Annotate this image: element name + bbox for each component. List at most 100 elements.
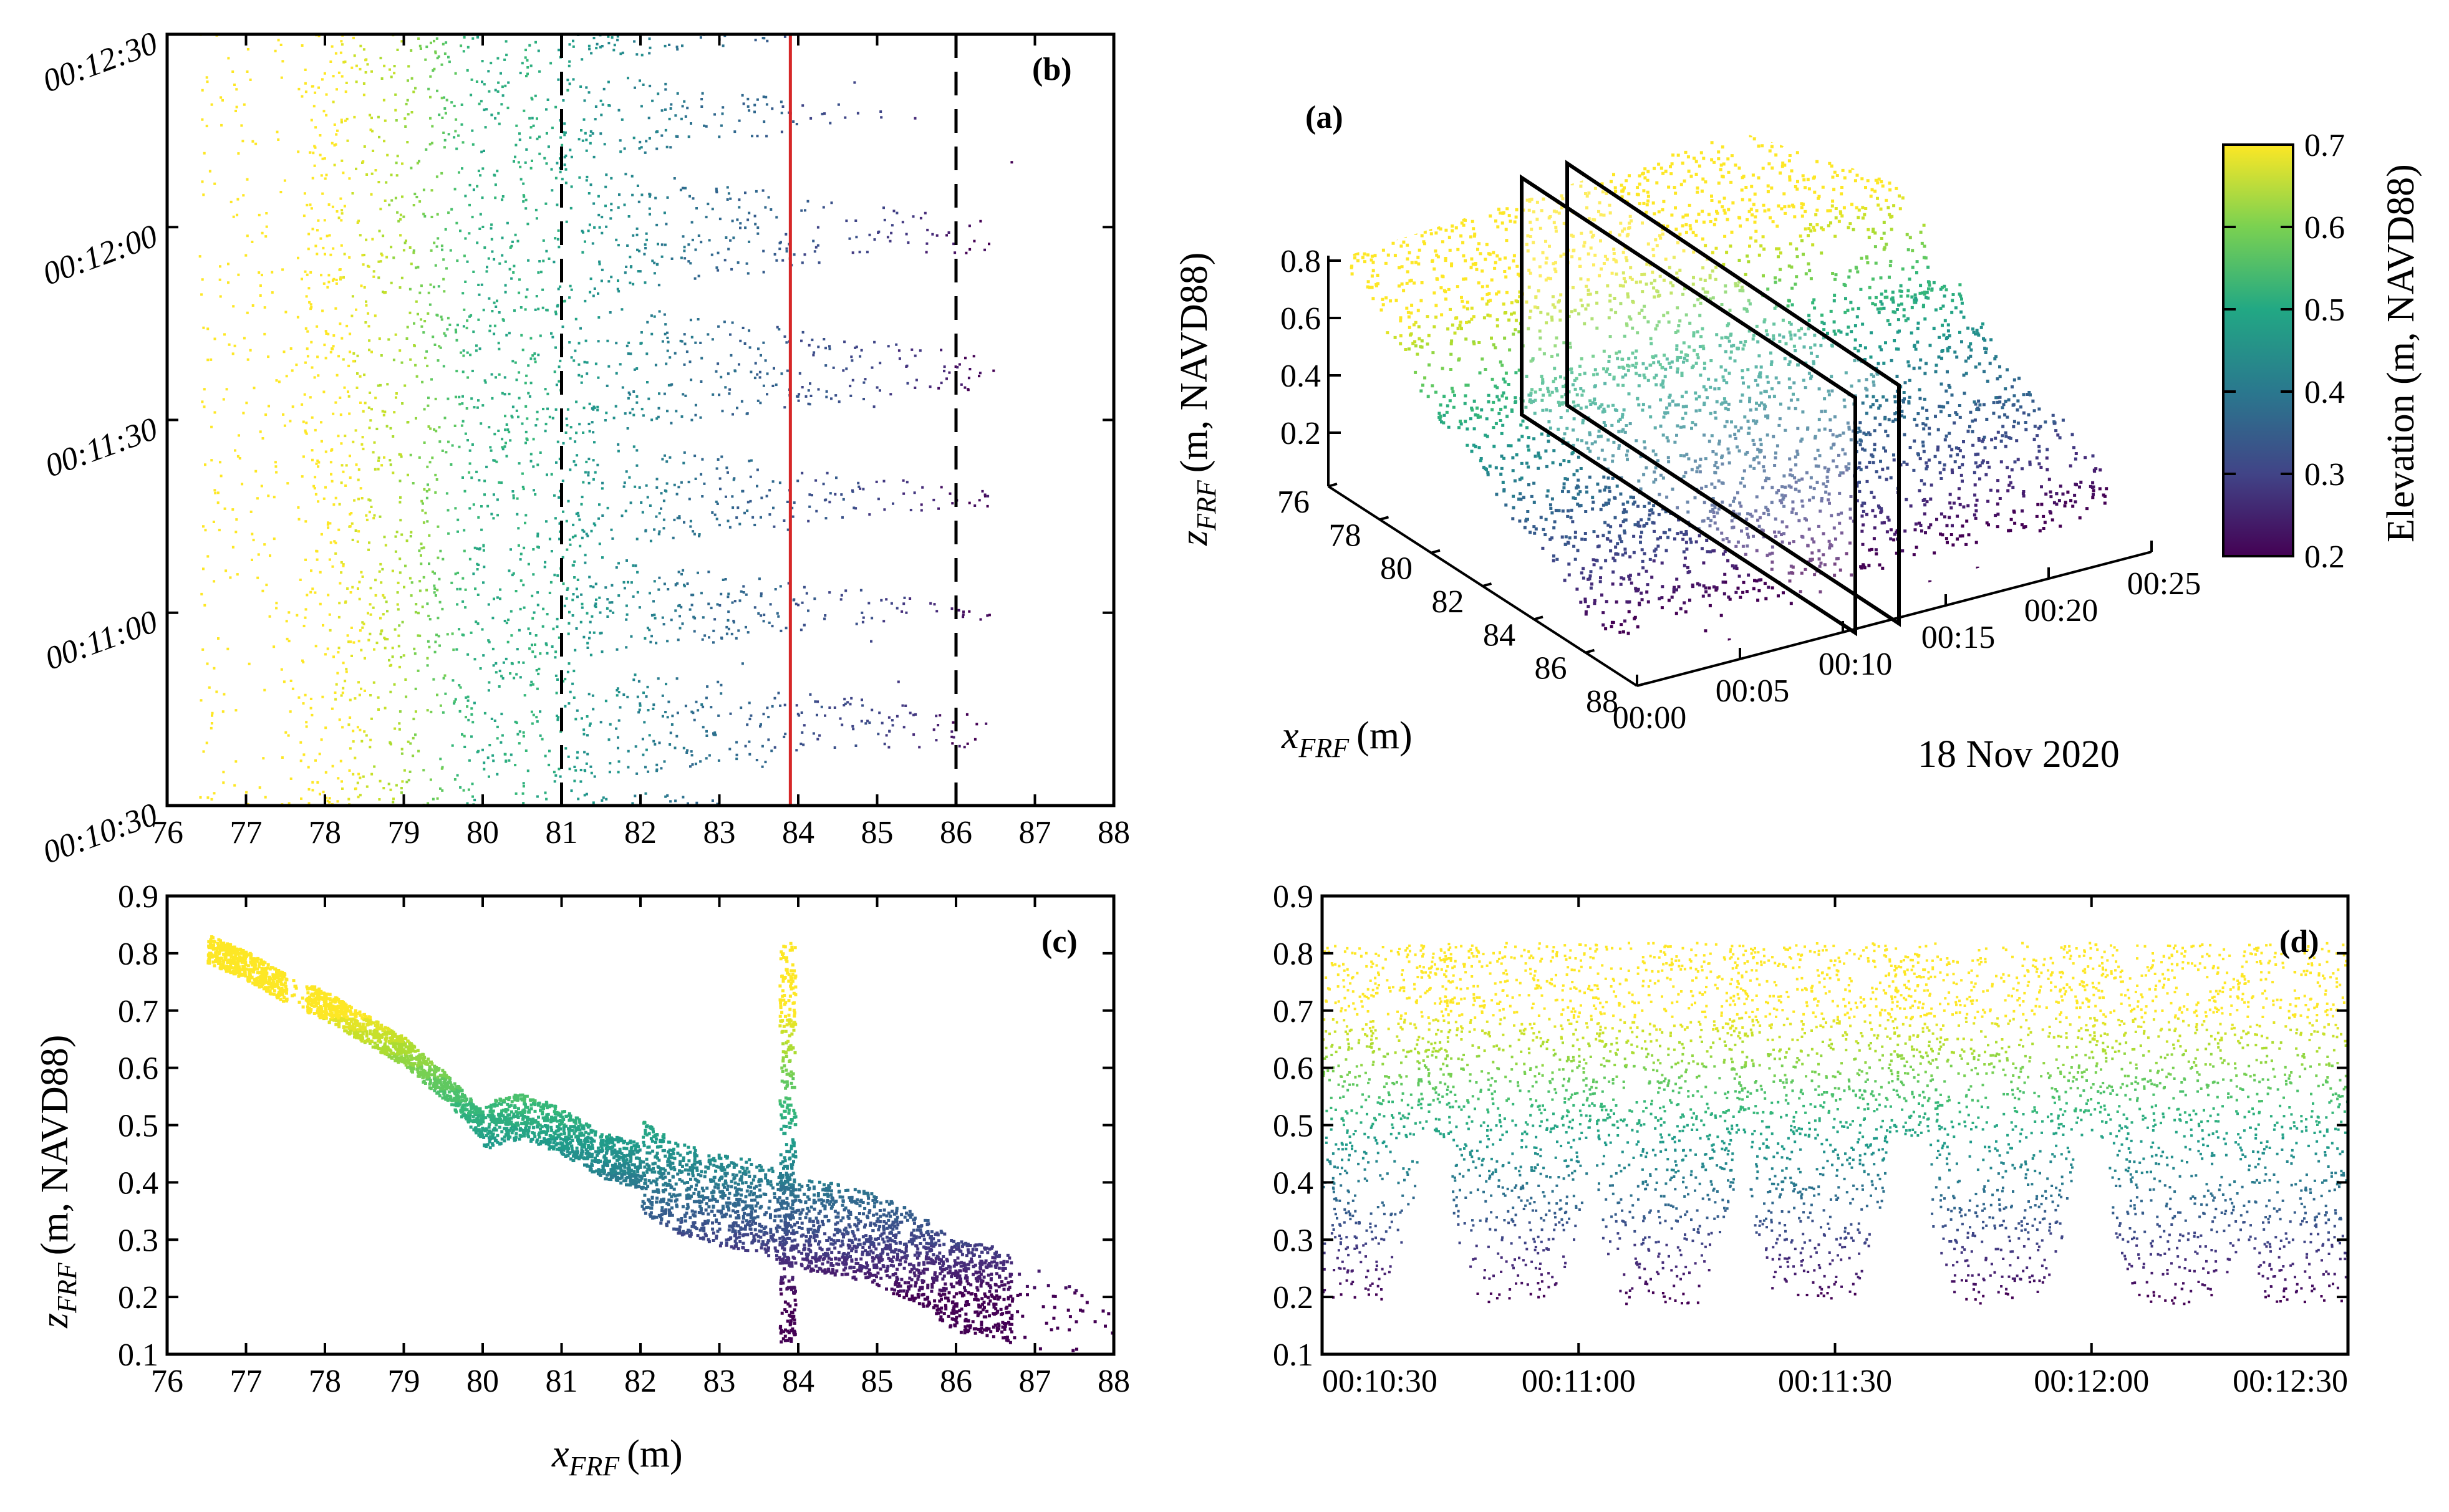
panel-b-point-bin-17 [437,41,471,792]
panel-c-point-bin-13 [482,1135,796,1151]
panel-c-point-bin-3 [775,1255,1013,1271]
panel-c-x-tick-label: 76 [151,1364,183,1399]
panel-a-z-ticks: 0.2 0.4 0.6 0.8 [1280,244,1341,451]
panel-c-points [206,935,1114,1354]
panel-c-x-tick-label: 79 [388,1364,420,1399]
panel-c-point-bin-17 [433,1088,791,1104]
panel-c-point-bin-16 [450,1100,797,1115]
panel-d-point-bin-18 [1328,1076,2347,1091]
colorbar-tick-label: 0.2 [2304,539,2345,575]
panel-d-point-bin-17 [1330,1088,2348,1103]
panel-b-y-tick-label: 00:11:00 [41,604,162,677]
panel-d-y-tick-label: 0.1 [1273,1337,1313,1373]
panel-c-y-ticks: 0.1 0.2 0.3 0.4 0.5 0.6 0.7 0.8 0.9 [118,879,1114,1373]
panel-b-x-tick-label: 82 [624,815,657,850]
panel-a-x-tick-label: 80 [1380,551,1413,587]
panel-d-y-tick-label: 0.6 [1273,1051,1313,1087]
panel-c-x-tick-label: 81 [546,1364,578,1399]
panel-c-y-tick-label: 0.4 [118,1165,158,1201]
panel-a-x-tick-mark [1636,682,1646,687]
panel-c-x-tick-label: 80 [466,1364,499,1399]
panel-a-x-tick-mark [1585,648,1595,654]
panel-b-x-tick-label: 88 [1098,815,1130,850]
panel-c-y-tick-label: 0.6 [118,1051,158,1087]
panel-b-point-bin-6 [773,34,880,752]
panel-d-x-ticks: 00:10:30 00:11:00 00:11:30 00:12:00 00:12:30 [1321,896,2349,1399]
panel-a-time-ticks: 00:00 00:05 00:10 00:15 00:20 00:25 [1613,541,2201,736]
panel-c-point-bin-18 [421,1076,796,1091]
panel-c-x-tick-label: 78 [309,1364,341,1399]
panel-c-x-tick-label: 77 [230,1364,263,1399]
panel-a-x-tick-mark [1534,615,1543,621]
panel-a-z-tick-label: 0.2 [1280,416,1321,451]
panel-a-point-bin-6 [1548,411,2065,561]
colorbar-tick-label: 0.7 [2304,128,2345,163]
panel-a-x-tick-mark [1431,549,1441,554]
panel-a-time-tick-label: 00:20 [2024,593,2098,628]
panel-a-point-bin-7 [1511,385,2056,546]
panel-a-x-tick-mark [1379,516,1389,521]
panel-c: 76 77 78 79 80 81 82 83 84 85 86 87 88 0.10.20.30.40… [34,879,1130,1481]
colorbar-label: Elevation (m, NAVD88) [2380,164,2422,542]
panel-d-point-bin-16 [1325,1100,2348,1115]
panel-d-point-bin-6 [1331,1220,2336,1234]
panel-d-point-bin-12 [1326,1148,2344,1162]
panel-a-point-bin-19 [1414,241,1926,380]
panel-c-point-bin-6 [659,1220,944,1235]
panel-d-point-bin-11 [1328,1160,2348,1175]
panel-c-x-tick-label: 82 [624,1364,657,1399]
panel-a-label: (a) [1305,100,1343,135]
panel-b-point-bin-21 [369,34,418,804]
colorbar-tick-label: 0.4 [2304,375,2345,410]
colorbar [2222,143,2294,557]
panel-d-y-tick-label: 0.8 [1273,937,1313,972]
colorbar-tick-label: 0.6 [2304,210,2345,246]
panel-c-y-tick-label: 0.5 [118,1109,158,1144]
panel-d-y-tick-label: 0.7 [1273,994,1313,1029]
panel-a-time-tick-label: 00:25 [2127,566,2201,602]
panel-b-y-tick-label: 00:12:30 [38,26,162,100]
panel-d-point-bin-22 [1322,1028,2347,1043]
panel-d-point-bin-20 [1323,1052,2339,1067]
panel-c-x-tick-label: 86 [940,1364,972,1399]
panel-d-point-bin-5 [1323,1231,2348,1246]
panel-b-x-tick-label: 84 [782,815,814,850]
panel-a-time-label: 18 Nov 2020 [1918,733,2120,776]
panel-c-y-tick-label: 0.7 [118,994,158,1029]
panel-b-label: (b) [1032,52,1072,87]
panel-a-x-ticks: 76 78 80 82 84 86 88 [1277,483,1646,720]
panel-d-label: (d) [2279,924,2319,960]
panel-a-x-tick-mark [1328,483,1338,488]
panel-a-z-axis-label: zFRF(m, NAVD88) [1173,253,1222,546]
panel-a-x-tick-label: 76 [1277,484,1310,520]
panel-d-y-ticks: 0.1 0.2 0.3 0.4 0.5 0.6 0.7 0.8 0.9 [1273,879,2348,1373]
panel-b-x-tick-label: 80 [466,815,499,850]
panel-d-point-bin-10 [1324,1172,2348,1187]
panel-c-point-bin-10 [596,1172,840,1187]
panel-c-x-ticks: 76 77 78 79 80 81 82 83 84 85 86 87 88 [151,896,1130,1399]
panel-a-time-tick-label: 00:00 [1613,700,1686,736]
panel-b-y-tick-label: 00:12:00 [38,218,162,292]
panel-c-x-tick-label: 85 [861,1364,894,1399]
panel-b-x-ticks: 76 77 78 79 80 81 82 83 84 85 86 87 88 [151,34,1130,850]
panel-c-x-tick-label: 83 [703,1364,736,1399]
panel-a-x-axis-label: xFRF (m) [1281,715,1413,763]
panel-d-y-tick-label: 0.5 [1273,1109,1313,1144]
panel-c-y-tick-label: 0.1 [118,1337,158,1373]
panel-c-point-bin-5 [677,1231,982,1246]
panel-a-z-tick-label: 0.8 [1280,244,1321,279]
panel-d-x-tick-label: 00:12:00 [2034,1364,2149,1399]
panel-c-point-bin-12 [558,1148,798,1163]
panel-d-y-tick-label: 0.4 [1273,1165,1313,1201]
panel-c-x-tick-label: 88 [1098,1364,1130,1399]
panel-c-y-axis-label: zFRF(m, NAVD88) [34,1035,82,1329]
panel-d-y-tick-label: 0.9 [1273,879,1313,915]
colorbar-tick-label: 0.5 [2304,292,2345,328]
panel-d-point-bin-19 [1322,1064,2347,1079]
panel-a-z-tick-label: 0.6 [1280,301,1321,337]
panel-a-x-tick-label: 88 [1586,684,1618,720]
panel-c-point-bin-2 [780,1267,1041,1283]
panel-c-y-tick-label: 0.2 [118,1280,158,1316]
panel-b-x-tick-label: 77 [230,815,263,850]
